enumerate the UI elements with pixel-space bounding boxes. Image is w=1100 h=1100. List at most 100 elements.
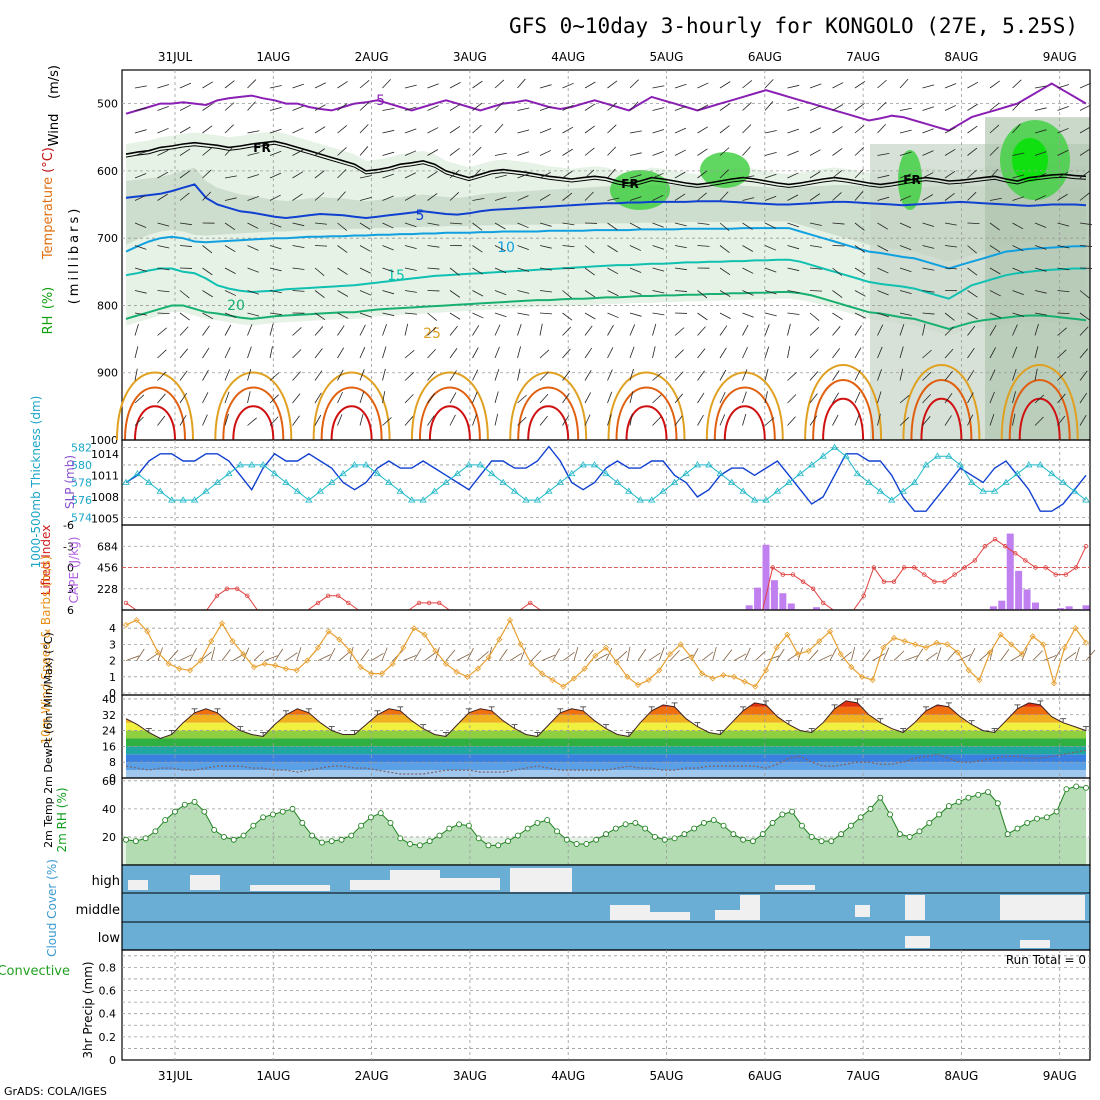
wind-barb (359, 175, 372, 179)
rh-point (485, 842, 492, 849)
lifted-index-point (325, 593, 331, 599)
wind-barb (224, 324, 232, 336)
wind-barb (382, 346, 387, 359)
wind-barb (292, 193, 303, 201)
date-label-top: 4AUG (551, 50, 585, 64)
lifted-index-point (780, 572, 786, 577)
wind-barb (157, 171, 169, 179)
rh-point (612, 825, 619, 832)
wind-barb (157, 327, 167, 336)
thickness-point (225, 469, 233, 477)
wind-barb (1057, 106, 1069, 111)
date-label-bottom: 7AUG (846, 1069, 880, 1083)
wind-barb (832, 192, 842, 201)
lifted-index-point (821, 600, 826, 606)
wind-barb-10m (914, 648, 924, 661)
rh-high-blob (610, 170, 670, 210)
wind-barb (202, 169, 212, 179)
date-label-bottom: 8AUG (944, 1069, 978, 1083)
wind-barb (269, 172, 282, 179)
wind-barb (359, 102, 370, 111)
wind-barb (944, 105, 957, 111)
thickness-point (739, 487, 747, 494)
wind-barb (179, 348, 189, 359)
wind-barb (629, 324, 636, 336)
wind-barb (922, 323, 926, 336)
rh-point (769, 819, 776, 826)
wind-barb-10m (755, 650, 766, 661)
lifted-index-point (881, 579, 887, 584)
wind-speed-point (602, 644, 610, 651)
wind-barb-10m (787, 652, 800, 661)
wind-speed-point (165, 660, 172, 667)
wind-barb (404, 323, 409, 336)
wind-speed-point (922, 644, 930, 651)
precip-tick-label: 0.8 (99, 961, 117, 974)
lifted-index-point (901, 565, 907, 570)
wind-barb (922, 150, 934, 156)
wind-barb (472, 414, 477, 426)
wind-barb-10m (477, 651, 489, 661)
thickness-point (728, 478, 736, 485)
wind-barb (427, 83, 439, 89)
temp-tick-label: 16 (102, 740, 116, 753)
cloud-level-label: middle (76, 903, 120, 918)
wind-barb (382, 78, 391, 89)
rh-label: RH (41, 316, 56, 335)
wind-barb (719, 191, 729, 201)
wind-barb (539, 290, 552, 293)
wind-barb (584, 125, 595, 134)
wind-barb (697, 414, 704, 426)
wind-barb (652, 194, 664, 201)
wind-barb (832, 148, 843, 156)
rh-point (465, 822, 472, 829)
wind-barb (899, 417, 910, 426)
wind-speed-point (410, 625, 418, 632)
warm-contour (812, 379, 875, 441)
temp-2m-label: 2m Temp 2m DewPt (6hr Min/Max) (°C) (42, 632, 55, 848)
wind-barb-10m (339, 651, 351, 661)
wind-barb (854, 102, 865, 111)
wind-barb (292, 327, 302, 336)
wind-barb-10m (819, 654, 833, 661)
wind-barb-10m (200, 651, 212, 661)
wind-barb-10m (893, 650, 905, 661)
wind-speed-point (933, 639, 940, 646)
wind-barb-10m (829, 648, 837, 661)
rh-point (123, 836, 129, 843)
wind-barb (314, 290, 325, 299)
wind-speed-point (880, 644, 887, 651)
wind-barb-10m (744, 647, 751, 661)
wind-barb (652, 416, 662, 426)
rh-point (260, 814, 267, 821)
wind-barb (494, 152, 507, 156)
wind-barb-10m (584, 649, 594, 661)
wind-barb (202, 103, 213, 111)
wind-barb (607, 290, 619, 297)
wind-barb (314, 312, 326, 321)
rh-point (1004, 831, 1011, 838)
wind-barb (989, 197, 1002, 201)
wind-barb (134, 267, 147, 272)
wind-barb-10m (488, 646, 492, 661)
rh-point (887, 811, 894, 818)
contour-label: 15 (387, 268, 405, 284)
wind-barb (517, 222, 529, 229)
wind-barb (517, 78, 526, 89)
wind-barb (674, 290, 687, 292)
thickness-tick-label: 580 (71, 459, 92, 472)
wind-barb (449, 267, 460, 276)
thickness-point (1059, 478, 1067, 485)
wind-speed-point (698, 670, 706, 677)
wind-barb (404, 106, 417, 111)
cloud-clear-patch (190, 875, 220, 890)
rh-point (818, 838, 825, 845)
thickness-point (785, 478, 793, 485)
isotherm-line (125, 291, 1087, 331)
wind-barb (629, 245, 642, 251)
wind-barb (134, 416, 144, 426)
rh-point (318, 839, 325, 846)
wind-barb (134, 245, 147, 250)
warm-contour (607, 371, 686, 441)
wind-barb (517, 129, 530, 134)
